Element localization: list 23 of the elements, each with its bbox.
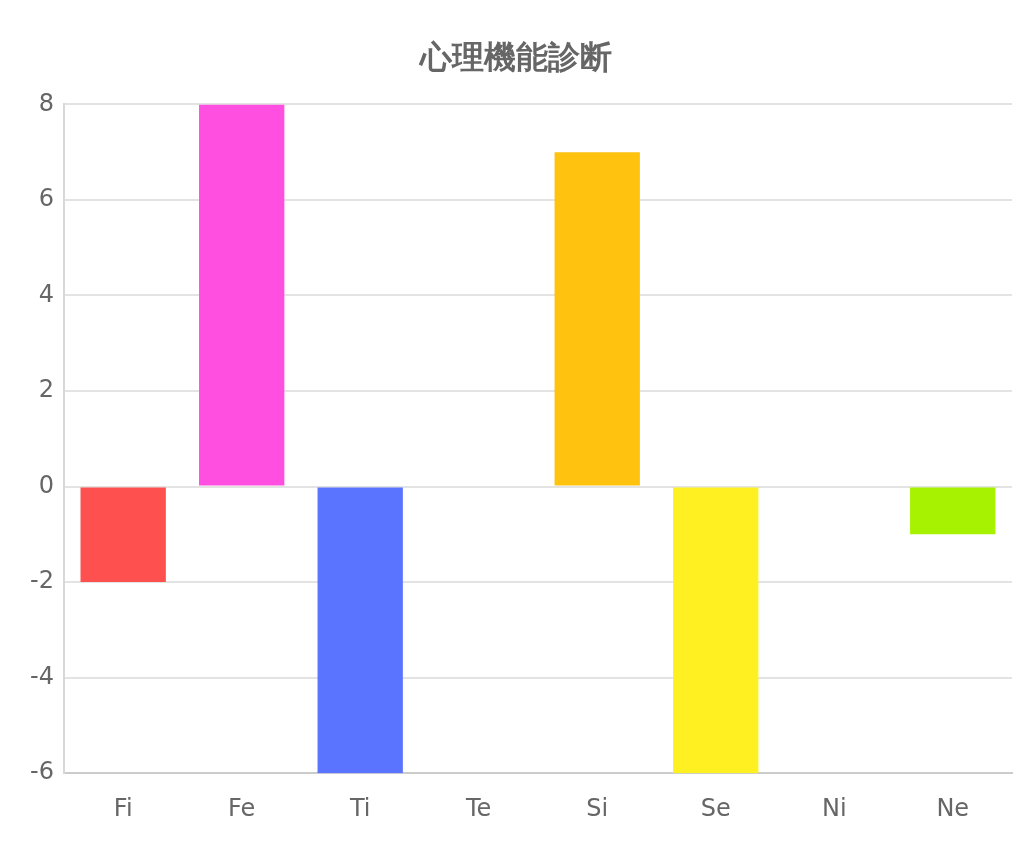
x-tick-label: Fe (228, 793, 256, 822)
y-tick-label: 0 (38, 470, 54, 499)
x-tick-label: Ti (348, 793, 371, 822)
bar (80, 487, 166, 583)
chart-title: 心理機能診断 (418, 37, 612, 76)
y-tick-label: 6 (38, 184, 54, 213)
y-tick-label: 2 (38, 375, 54, 404)
bar (673, 487, 759, 774)
bar (199, 104, 285, 486)
x-tick-label: Te (465, 793, 492, 822)
bar (317, 487, 403, 774)
y-tick-label: 4 (38, 279, 54, 308)
x-tick-label: Se (700, 793, 731, 822)
bar (910, 487, 996, 535)
x-tick-label: Ni (821, 793, 847, 822)
y-tick-label: -2 (29, 566, 54, 595)
y-tick-label: 8 (38, 88, 54, 117)
x-tick-label: Si (586, 793, 609, 822)
x-tick-label: Fi (113, 793, 133, 822)
x-tick-label: Ne (936, 793, 970, 822)
bar (554, 152, 640, 486)
y-tick-label: -6 (29, 757, 54, 786)
y-tick-label: -4 (29, 661, 54, 690)
